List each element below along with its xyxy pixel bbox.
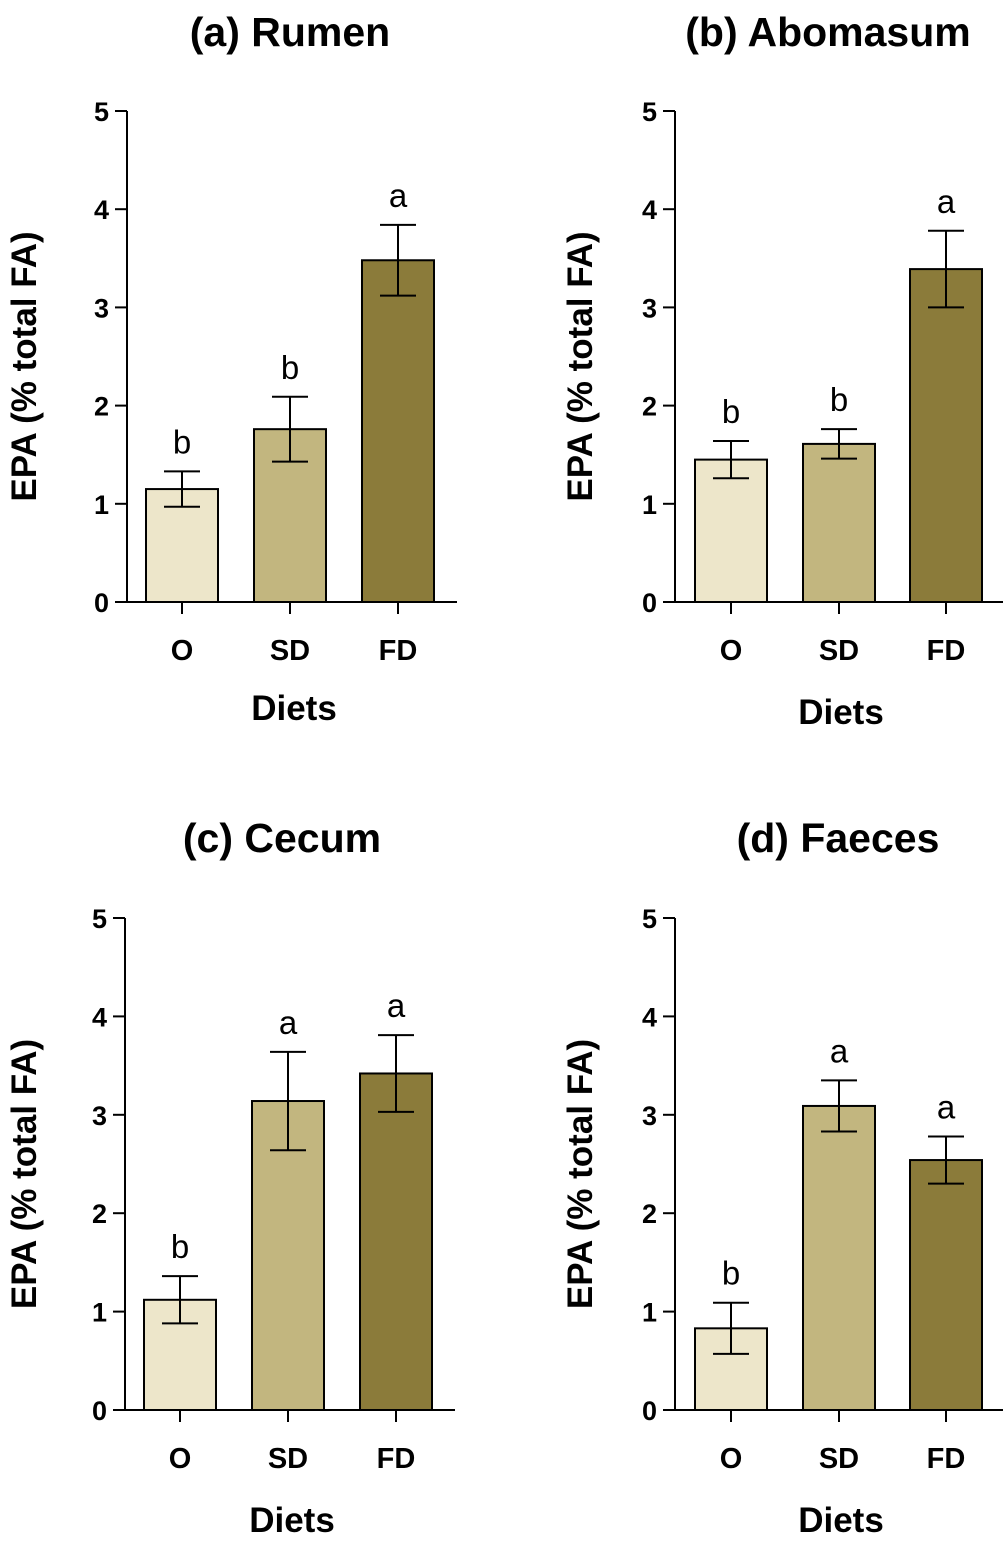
significance-label: b xyxy=(722,393,740,430)
x-tick-label: FD xyxy=(927,1443,966,1475)
y-tick-label: 4 xyxy=(94,195,109,225)
y-tick-label: 3 xyxy=(92,1101,107,1131)
y-tick-label: 2 xyxy=(642,1199,657,1229)
chart-title: (c) Cecum xyxy=(183,815,381,861)
x-tick-label: FD xyxy=(379,635,418,667)
significance-label: a xyxy=(937,1088,956,1125)
panel-d: (d) Faeces 0 1 2 3 4 5 b Oa SD a FD Diets EPA (% tota… xyxy=(561,815,1003,1540)
bar-sd xyxy=(802,442,876,604)
y-tick-label: 5 xyxy=(642,97,657,127)
bar-sd xyxy=(802,1104,876,1411)
y-tick-label: 0 xyxy=(94,588,109,618)
y-axis-label: EPA (% total FA) xyxy=(5,231,44,501)
y-tick-label: 3 xyxy=(642,1101,657,1131)
y-tick-label: 5 xyxy=(92,904,107,934)
y-tick-label: 1 xyxy=(92,1298,107,1328)
panel-a: (a) Rumen 0 1 2 3 4 5 b Ob SD a FD Diets EPA (% total… xyxy=(5,9,457,728)
significance-label: b xyxy=(171,1228,189,1265)
y-axis-label: EPA (% total FA) xyxy=(561,1039,600,1309)
y-tick-label: 0 xyxy=(642,1396,657,1426)
significance-label: b xyxy=(830,381,848,418)
bar-fd xyxy=(909,268,983,603)
significance-label: b xyxy=(722,1255,740,1292)
bar-o xyxy=(694,458,768,603)
y-tick-label: 2 xyxy=(92,1199,107,1229)
y-tick-label: 0 xyxy=(92,1396,107,1426)
chart-title: (b) Abomasum xyxy=(685,9,970,55)
y-axis-label: EPA (% total FA) xyxy=(561,231,600,501)
x-axis-label: Diets xyxy=(798,693,884,732)
significance-label: a xyxy=(387,987,406,1024)
panel-c: (c) Cecum 0 1 2 3 4 5 b Oa SD a FD Diets EPA (% total… xyxy=(5,815,455,1540)
y-tick-label: 2 xyxy=(642,392,657,422)
chart-title: (a) Rumen xyxy=(190,9,390,55)
significance-label: a xyxy=(830,1032,849,1069)
y-tick-label: 5 xyxy=(642,904,657,934)
x-tick-label: O xyxy=(720,1443,743,1475)
significance-label: b xyxy=(173,423,191,460)
x-tick-label: O xyxy=(171,635,194,667)
significance-label: a xyxy=(937,183,956,220)
y-tick-label: 1 xyxy=(642,490,657,520)
y-tick-label: 3 xyxy=(642,293,657,323)
x-tick-label: SD xyxy=(268,1443,308,1475)
x-tick-label: FD xyxy=(377,1443,416,1475)
bar-fd xyxy=(909,1159,983,1411)
x-tick-label: SD xyxy=(270,635,310,667)
x-tick-label: O xyxy=(720,635,743,667)
bar-fd xyxy=(359,1072,433,1412)
significance-label: a xyxy=(279,1004,298,1041)
y-tick-label: 1 xyxy=(94,490,109,520)
y-tick-label: 2 xyxy=(94,392,109,422)
y-tick-label: 4 xyxy=(92,1002,107,1032)
y-tick-label: 3 xyxy=(94,293,109,323)
y-tick-label: 0 xyxy=(642,588,657,618)
significance-label: a xyxy=(389,177,408,214)
x-axis-label: Diets xyxy=(251,689,337,728)
y-tick-label: 1 xyxy=(642,1298,657,1328)
x-axis-label: Diets xyxy=(798,1501,884,1540)
chart-title: (d) Faeces xyxy=(737,815,940,861)
x-tick-label: FD xyxy=(927,635,966,667)
bar-sd xyxy=(253,428,327,603)
y-tick-label: 5 xyxy=(94,97,109,127)
bar-sd xyxy=(251,1100,325,1412)
bar-fd xyxy=(361,259,435,603)
y-axis-label: EPA (% total FA) xyxy=(5,1039,44,1309)
y-tick-label: 4 xyxy=(642,1002,657,1032)
x-tick-label: SD xyxy=(819,635,859,667)
x-axis-label: Diets xyxy=(249,1501,335,1540)
significance-label: b xyxy=(281,349,299,386)
x-tick-label: SD xyxy=(819,1443,859,1475)
x-tick-label: O xyxy=(169,1443,192,1475)
y-tick-label: 4 xyxy=(642,195,657,225)
panel-b: (b) Abomasum 0 1 2 3 4 5 b Ob SD a FD Diets EPA (% to… xyxy=(561,9,1003,732)
